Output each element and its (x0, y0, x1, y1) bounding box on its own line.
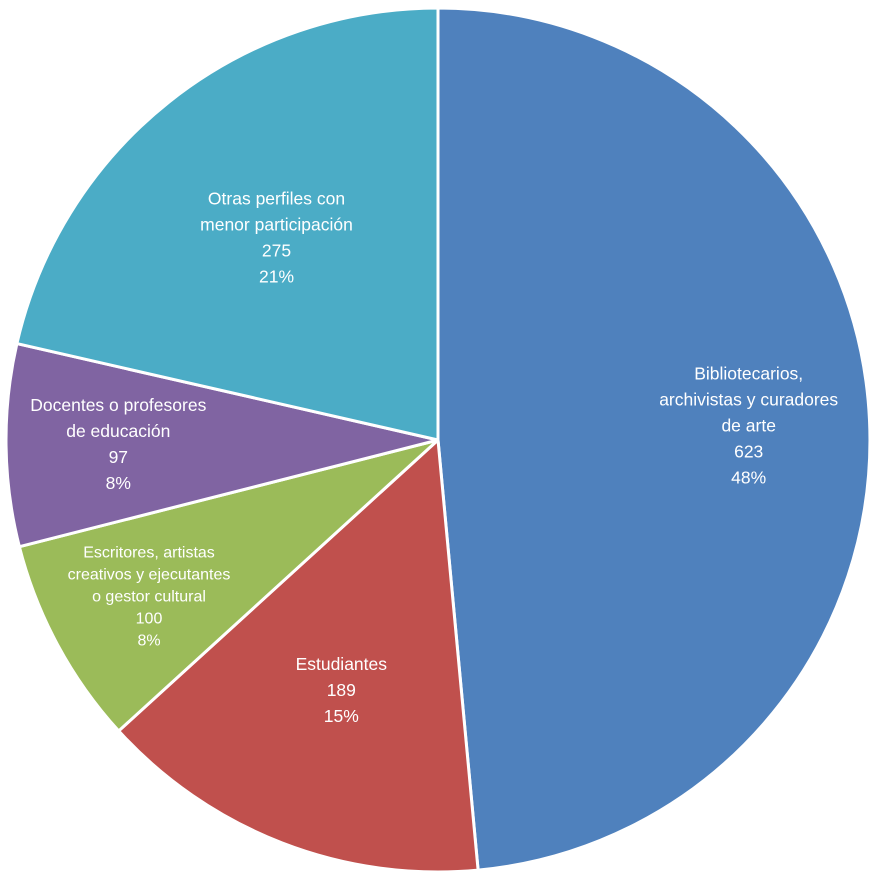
pie-label-escritores: Escritores, artistas creativos y ejecutan… (68, 544, 231, 649)
pie-label-estudiantes: Estudiantes 189 15% (296, 654, 388, 726)
pie-label-docentes-category-line: de educación (66, 421, 170, 441)
pie-label-bibliotecarios-value: 623 (734, 442, 763, 462)
pie-label-otras-category-line: menor participación (200, 214, 353, 234)
pie-label-bibliotecarios-category-line: archivistas y curadores (659, 390, 838, 410)
pie-labels: Bibliotecarios, archivistas y curadores de… (30, 188, 838, 726)
pie-slice-escritores (17, 438, 440, 733)
pie-label-bibliotecarios-percent: 48% (731, 468, 766, 488)
pie-label-escritores-value: 100 (136, 610, 163, 627)
pie-slice-estudiantes (117, 438, 480, 874)
pie-label-bibliotecarios: Bibliotecarios, archivistas y curadores de… (659, 364, 838, 488)
pie-label-escritores-category-line: Escritores, artistas (83, 544, 215, 561)
pie-label-bibliotecarios-category-line: Bibliotecarios, (694, 364, 803, 384)
pie-label-docentes-percent: 8% (106, 473, 131, 493)
pie-label-otras: Otras perfiles con menor participación 275… (200, 188, 353, 286)
pie-label-estudiantes-percent: 15% (324, 706, 359, 726)
pie-label-escritores-percent: 8% (137, 632, 160, 649)
pie-slice-otras (15, 6, 440, 442)
pie-label-docentes-category-line: Docentes o profesores (30, 395, 206, 415)
pie-label-otras-percent: 21% (259, 266, 294, 286)
pie-label-estudiantes-value: 189 (327, 680, 356, 700)
pie-slices (4, 6, 870, 874)
pie-label-bibliotecarios-category-line: de arte (721, 416, 775, 436)
pie-label-escritores-category-line: o gestor cultural (92, 588, 206, 605)
pie-label-docentes-value: 97 (109, 447, 128, 467)
pie-label-docentes: Docentes o profesores de educación 97 8% (30, 395, 206, 493)
pie-label-estudiantes-category-line: Estudiantes (296, 654, 388, 674)
pie-label-otras-value: 275 (262, 240, 291, 260)
pie-label-otras-category-line: Otras perfiles con (208, 188, 345, 208)
pie-slice-docentes (4, 342, 440, 549)
pie-slice-bibliotecarios (436, 6, 870, 872)
pie-label-escritores-category-line: creativos y ejecutantes (68, 566, 231, 583)
